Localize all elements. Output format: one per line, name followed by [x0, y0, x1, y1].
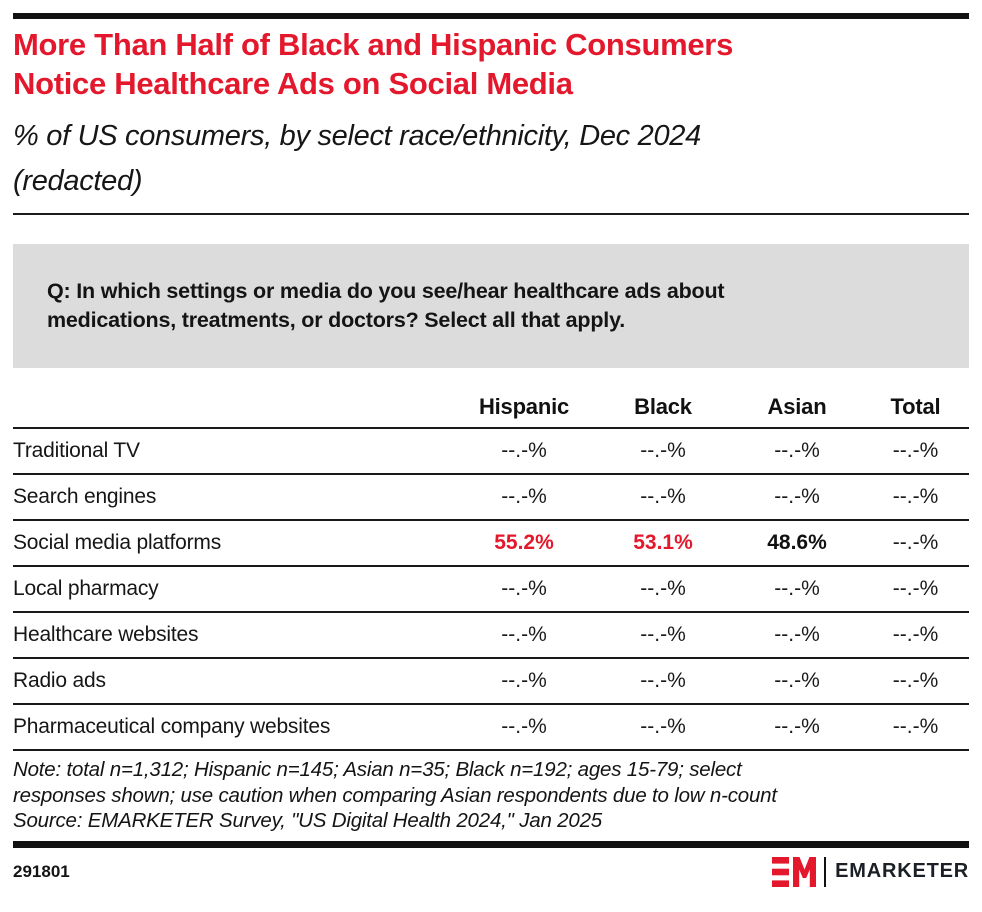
footer: 291801 EMARKETER — [13, 856, 969, 887]
survey-question-line2: medications, treatments, or doctors? Sel… — [47, 308, 626, 332]
chart-title-line2: Notice Healthcare Ads on Social Media — [13, 66, 573, 101]
cell-value: --.-% — [892, 531, 939, 554]
column-header-hispanic: Hispanic — [478, 394, 570, 419]
cell-value: --.-% — [640, 715, 686, 738]
note-and-source-text: Note: total n=1,312; Hispanic n=145; Asi… — [13, 757, 969, 834]
cell-value: --.-% — [501, 623, 547, 646]
brand-wordmark: EMARKETER — [835, 860, 969, 882]
table-row: Healthcare websites --.-% --.-% --.-% --.-% — [13, 613, 969, 659]
row-label: Healthcare websites — [13, 623, 199, 646]
cell-value: --.-% — [640, 577, 686, 600]
cell-value: --.-% — [501, 577, 547, 600]
column-header-black: Black — [634, 394, 692, 419]
cell-value: --.-% — [501, 439, 547, 462]
top-divider-bar — [13, 13, 969, 19]
column-header-total: Total — [890, 394, 941, 419]
cell-value: --.-% — [892, 715, 939, 738]
cell-value: --.-% — [774, 715, 820, 738]
note-line2: responses shown; use caution when compar… — [13, 783, 777, 807]
row-label: Search engines — [13, 485, 157, 508]
cell-value: --.-% — [640, 485, 686, 508]
cell-value: --.-% — [892, 623, 939, 646]
cell-value: --.-% — [774, 439, 820, 462]
cell-value: 55.2% — [494, 531, 554, 554]
cell-value: --.-% — [774, 669, 820, 692]
cell-value: --.-% — [774, 485, 820, 508]
cell-value: --.-% — [640, 669, 686, 692]
survey-question-box: Q: In which settings or media do you see… — [13, 244, 969, 368]
cell-value: --.-% — [501, 715, 547, 738]
chart-title: More Than Half of Black and Hispanic Con… — [13, 25, 969, 103]
row-label: Social media platforms — [13, 531, 222, 554]
source-line: Source: EMARKETER Survey, "US Digital He… — [13, 809, 602, 832]
cell-value: --.-% — [774, 623, 820, 646]
chart-title-line1: More Than Half of Black and Hispanic Con… — [13, 27, 734, 62]
note-line1: Note: total n=1,312; Hispanic n=145; Asi… — [13, 758, 742, 781]
cell-value: --.-% — [501, 669, 547, 692]
table-row: Social media platforms 55.2% 53.1% 48.6% --.… — [13, 521, 969, 567]
table-row: Local pharmacy --.-% --.-% --.-% --.-% — [13, 567, 969, 613]
cell-value: --.-% — [892, 485, 939, 508]
em-monogram-icon — [772, 856, 817, 887]
table-row: Pharmaceutical company websites --.-% --.-… — [13, 705, 969, 751]
chart-subtitle-line2: (redacted) — [13, 165, 143, 197]
table-row: Radio ads --.-% --.-% --.-% --.-% — [13, 659, 969, 705]
cell-value: --.-% — [892, 439, 939, 462]
column-header-asian: Asian — [767, 394, 827, 419]
chart-id: 291801 — [13, 861, 70, 881]
table-header-row: Hispanic Black Asian Total — [13, 368, 969, 429]
table-row: Traditional TV --.-% --.-% --.-% --.-% — [13, 429, 969, 475]
row-label: Local pharmacy — [13, 577, 159, 600]
row-label: Traditional TV — [13, 439, 140, 462]
row-label: Pharmaceutical company websites — [13, 715, 331, 738]
survey-question-line1: Q: In which settings or media do you see… — [47, 279, 725, 303]
cell-value: 48.6% — [767, 531, 827, 554]
data-table: Hispanic Black Asian Total Traditional T… — [13, 368, 969, 751]
cell-value: --.-% — [892, 669, 939, 692]
cell-value: --.-% — [640, 623, 686, 646]
table-body: Traditional TV --.-% --.-% --.-% --.-% Search… — [13, 429, 969, 751]
chart-subtitle-line1: % of US consumers, by select race/ethnic… — [13, 120, 701, 152]
emarketer-logo: EMARKETER — [772, 856, 969, 887]
cell-value: --.-% — [501, 485, 547, 508]
cell-value: 53.1% — [633, 531, 693, 554]
row-label: Radio ads — [13, 669, 106, 692]
cell-value: --.-% — [774, 577, 820, 600]
cell-value: --.-% — [892, 577, 939, 600]
table-row: Search engines --.-% --.-% --.-% --.-% — [13, 475, 969, 521]
bottom-divider-bar — [13, 840, 969, 848]
cell-value: --.-% — [640, 439, 686, 462]
logo-divider — [824, 856, 827, 887]
chart-subtitle: % of US consumers, by select race/ethnic… — [13, 114, 969, 204]
subtitle-divider — [13, 213, 969, 215]
